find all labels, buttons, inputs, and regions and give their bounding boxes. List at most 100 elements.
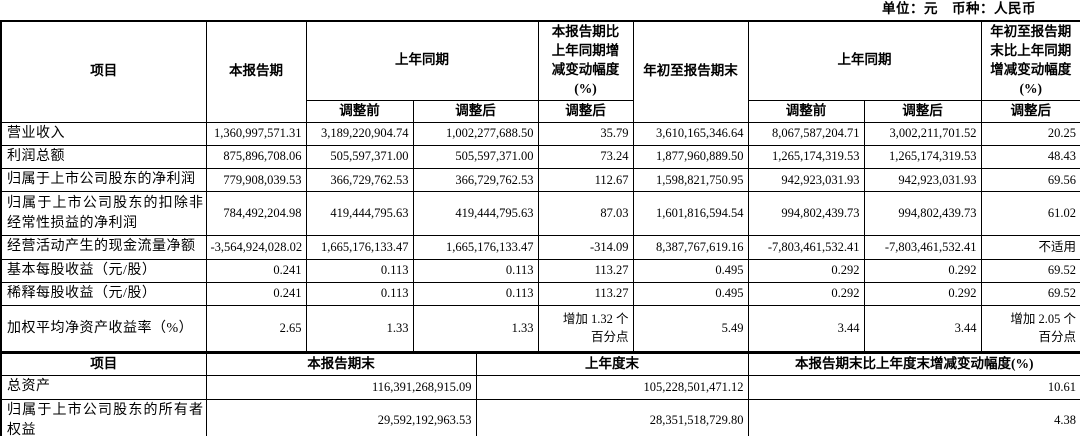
value-cell: 113.27 [537, 258, 634, 284]
value-cell: -3,564,924,028.02 [205, 235, 307, 260]
value-cell: 1.33 [412, 305, 539, 353]
unit-currency-label: 单位：元 币种：人民币 [882, 1, 1036, 16]
table-row: 总资产 116,391,268,915.09 105,228,501,471.1… [0, 375, 1080, 400]
value-cell: 69.56 [980, 168, 1080, 193]
value-cell: 不适用 [980, 235, 1080, 260]
header-end-change: 本报告期末比上年度末增减变动幅度(%) [747, 352, 1080, 377]
subheader-adjust-before: 调整前 [305, 99, 414, 123]
subheader-adjust-after: 调整后 [537, 99, 634, 123]
value-cell: -314.09 [537, 235, 634, 260]
value-cell: 366,729,762.53 [412, 168, 539, 193]
value-cell: 994,802,439.73 [863, 191, 982, 237]
table-row: 利润总额 875,896,708.06 505,597,371.00 505,5… [0, 144, 1080, 170]
value-cell: 0.113 [305, 258, 414, 284]
value-cell: 116,391,268,915.09 [205, 375, 477, 400]
value-cell: 61.02 [980, 191, 1080, 237]
value-cell: 419,444,795.63 [412, 191, 539, 237]
value-cell: -7,803,461,532.41 [863, 235, 982, 260]
value-cell: 0.241 [205, 282, 307, 307]
value-cell: 1,665,176,133.47 [412, 235, 539, 260]
value-cell: 73.24 [537, 144, 634, 170]
value-cell: 0.113 [412, 258, 539, 284]
value-cell: 29,592,192,963.53 [205, 398, 477, 436]
subheader-adjust-after: 调整后 [863, 99, 982, 123]
table-row: 归属于上市公司股东的净利润 779,908,039.53 366,729,762… [0, 168, 1080, 193]
item-cell: 利润总额 [0, 144, 207, 170]
value-cell: 1,598,821,750.95 [632, 168, 749, 193]
value-cell: 5.49 [632, 305, 749, 353]
value-cell: 0.495 [632, 282, 749, 307]
value-cell: 419,444,795.63 [305, 191, 414, 237]
header-item: 项目 [0, 352, 207, 377]
value-cell: 505,597,371.00 [305, 144, 414, 170]
header-period-end: 本报告期末 [205, 352, 477, 377]
value-cell: 3,189,220,904.74 [305, 121, 414, 146]
header-prior-year-end: 上年度末 [475, 352, 749, 377]
value-cell: 35.79 [537, 121, 634, 146]
value-cell: 112.67 [537, 168, 634, 193]
value-cell: 3.44 [747, 305, 865, 353]
value-cell: 1,360,997,571.31 [205, 121, 307, 146]
value-cell: 1,265,174,319.53 [747, 144, 865, 170]
value-cell: 779,908,039.53 [205, 168, 307, 193]
table-row: 基本每股收益（元/股） 0.241 0.113 0.113 113.27 0.4… [0, 258, 1080, 284]
value-cell: 0.113 [412, 282, 539, 307]
balance-table: 项目 本报告期末 上年度末 本报告期末比上年度末增减变动幅度(%) 总资产 11… [0, 352, 1080, 436]
value-cell: 942,923,031.93 [747, 168, 865, 193]
item-cell: 归属于上市公司股东的净利润 [0, 168, 207, 193]
value-cell: 942,923,031.93 [863, 168, 982, 193]
table-row: 加权平均净资产收益率（%） 2.65 1.33 1.33 增加 1.32 个 百… [0, 305, 1080, 353]
header-current-period: 本报告期 [205, 20, 307, 123]
item-cell: 归属于上市公司股东的所有者权益 [0, 398, 207, 436]
value-cell: 0.292 [863, 258, 982, 284]
value-cell: 0.292 [747, 258, 865, 284]
value-cell: 87.03 [537, 191, 634, 237]
value-cell: 1.33 [305, 305, 414, 353]
value-cell: 1,665,176,133.47 [305, 235, 414, 260]
value-cell: 28,351,518,729.80 [475, 398, 749, 436]
value-cell: 0.241 [205, 258, 307, 284]
item-cell: 基本每股收益（元/股） [0, 258, 207, 284]
subheader-adjust-after: 调整后 [980, 99, 1080, 123]
value-cell: 20.25 [980, 121, 1080, 146]
value-cell: 1,601,816,594.54 [632, 191, 749, 237]
value-cell: 0.113 [305, 282, 414, 307]
header-row-1: 项目 本报告期 上年同期 本报告期比 上年同期增 减变动幅度 (%) 年初至报告… [0, 20, 1080, 123]
table-row: 经营活动产生的现金流量净额 -3,564,924,028.02 1,665,17… [0, 235, 1080, 260]
value-cell: 1,877,960,889.50 [632, 144, 749, 170]
value-cell: 8,067,587,204.71 [747, 121, 865, 146]
header-period-change: 本报告期比 上年同期增 减变动幅度 (%) [537, 20, 634, 101]
item-cell: 稀释每股收益（元/股） [0, 282, 207, 307]
value-cell: 8,387,767,619.16 [632, 235, 749, 260]
value-cell: 69.52 [980, 282, 1080, 307]
value-cell: 505,597,371.00 [412, 144, 539, 170]
value-cell: 1,002,277,688.50 [412, 121, 539, 146]
value-cell: 784,492,204.98 [205, 191, 307, 237]
value-cell: 2.65 [205, 305, 307, 353]
header-ytd: 年初至报告期末 [632, 20, 749, 123]
value-cell: 3,610,165,346.64 [632, 121, 749, 146]
table-row: 归属于上市公司股东的所有者权益 29,592,192,963.53 28,351… [0, 398, 1080, 436]
table-row: 营业收入 1,360,997,571.31 3,189,220,904.74 1… [0, 121, 1080, 146]
balance-header-row: 项目 本报告期末 上年度末 本报告期末比上年度末增减变动幅度(%) [0, 352, 1080, 377]
performance-table: 项目 本报告期 上年同期 本报告期比 上年同期增 减变动幅度 (%) 年初至报告… [0, 20, 1080, 353]
value-cell: 113.27 [537, 282, 634, 307]
header-prior-year-period: 上年同期 [305, 20, 539, 101]
header-item: 项目 [0, 20, 207, 123]
value-cell: 1,265,174,319.53 [863, 144, 982, 170]
value-cell: 0.495 [632, 258, 749, 284]
value-cell: 4.38 [747, 398, 1080, 436]
header-prior-year-period-2: 上年同期 [747, 20, 982, 101]
value-cell: 105,228,501,471.12 [475, 375, 749, 400]
value-cell: 0.292 [863, 282, 982, 307]
item-cell: 归属于上市公司股东的扣除非经常性损益的净利润 [0, 191, 207, 237]
value-cell: -7,803,461,532.41 [747, 235, 865, 260]
item-cell: 加权平均净资产收益率（%） [0, 305, 207, 353]
value-cell: 3,002,211,701.52 [863, 121, 982, 146]
item-cell: 经营活动产生的现金流量净额 [0, 235, 207, 260]
item-cell: 总资产 [0, 375, 207, 400]
value-cell: 69.52 [980, 258, 1080, 284]
value-cell: 增加 1.32 个 百分点 [537, 305, 634, 353]
value-cell: 48.43 [980, 144, 1080, 170]
